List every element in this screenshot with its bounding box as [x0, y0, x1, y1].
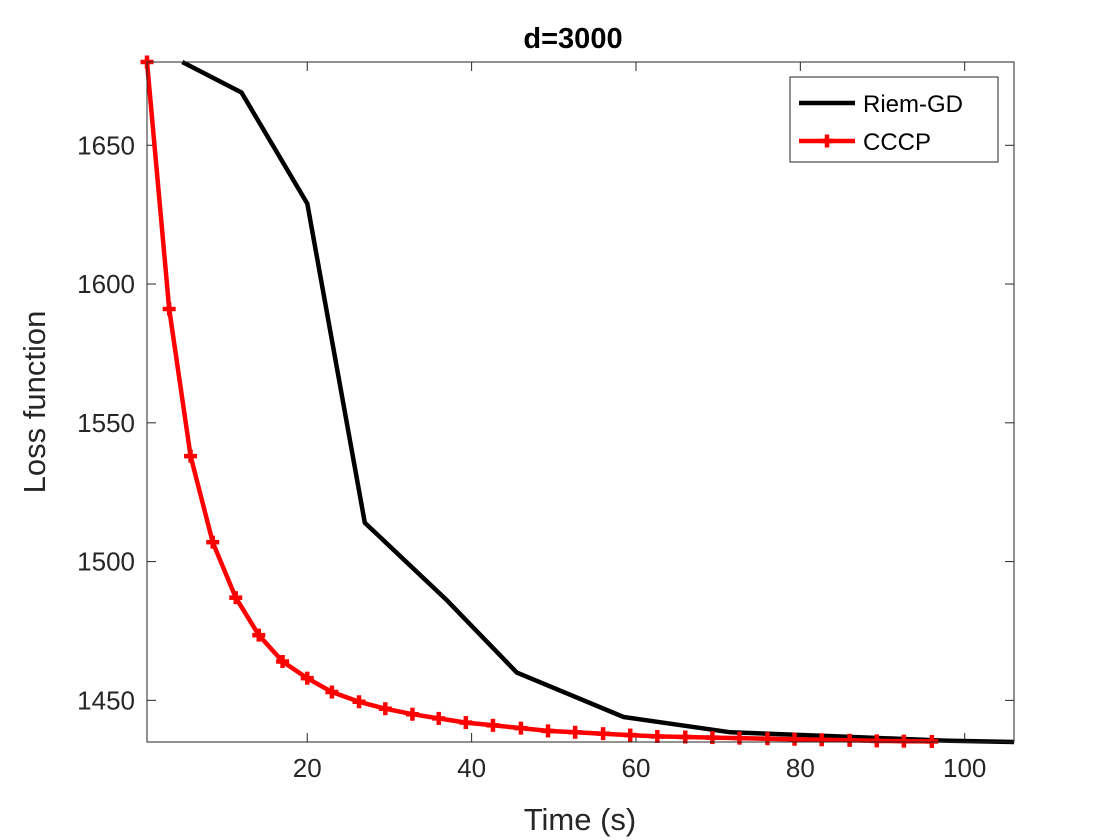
data-point-cccp [405, 707, 419, 721]
data-point-cccp [229, 591, 243, 605]
data-point-cccp [486, 718, 500, 732]
x-tick-label: 80 [786, 753, 815, 783]
data-point-cccp [352, 695, 366, 709]
data-point-cccp [300, 671, 314, 685]
legend-marker-point [820, 134, 834, 148]
x-tick-label: 20 [293, 753, 322, 783]
x-tick-label: 60 [622, 753, 651, 783]
data-point-cccp [541, 724, 555, 738]
data-point-cccp [870, 734, 884, 748]
data-point-cccp [843, 733, 857, 747]
legend-box [789, 76, 999, 163]
data-point-cccp [162, 302, 176, 316]
plot-area [147, 62, 1014, 742]
data-point-cccp [925, 734, 939, 748]
x-tick-label: 100 [943, 753, 986, 783]
legend-marker-cccp [820, 134, 834, 148]
y-tick-label: 1600 [77, 269, 135, 299]
data-point-cccp [514, 721, 528, 735]
tick-labels: 20 40 60 80 100 1450 1500 1550 1600 1650 [77, 130, 986, 783]
chart-title: d=3000 [523, 23, 622, 55]
legend: Riem-GD CCCP [789, 76, 999, 163]
data-point-cccp [568, 725, 582, 739]
data-point-cccp [325, 685, 339, 699]
data-point-cccp [815, 733, 829, 747]
data-point-cccp [276, 655, 290, 669]
data-point-cccp [378, 702, 392, 716]
data-point-cccp [596, 727, 610, 741]
data-point-cccp [432, 711, 446, 725]
data-point-cccp [650, 729, 664, 743]
y-tick-label: 1650 [77, 130, 135, 160]
series-line-riem-gd [181, 59, 1015, 745]
data-point-cccp [678, 730, 692, 744]
y-tick-label: 1450 [77, 685, 135, 715]
y-tick-label: 1500 [77, 547, 135, 577]
data-point-cccp [897, 734, 911, 748]
x-tick-label: 40 [457, 753, 486, 783]
legend-label-cccp: CCCP [863, 129, 931, 156]
data-point-cccp [788, 732, 802, 746]
x-axis-label: Time (s) [524, 802, 637, 837]
series-lines [140, 55, 1015, 748]
data-point-cccp [184, 449, 198, 463]
data-point-cccp [760, 732, 774, 746]
data-point-cccp [206, 535, 220, 549]
data-point-cccp [459, 716, 473, 730]
data-point-cccp [252, 628, 266, 642]
y-axis-label: Loss function [17, 311, 52, 494]
plot-frame [146, 61, 1015, 743]
y-tick-label: 1550 [77, 408, 135, 438]
data-point-cccp [623, 728, 637, 742]
legend-label-riem-gd: Riem-GD [863, 91, 963, 118]
